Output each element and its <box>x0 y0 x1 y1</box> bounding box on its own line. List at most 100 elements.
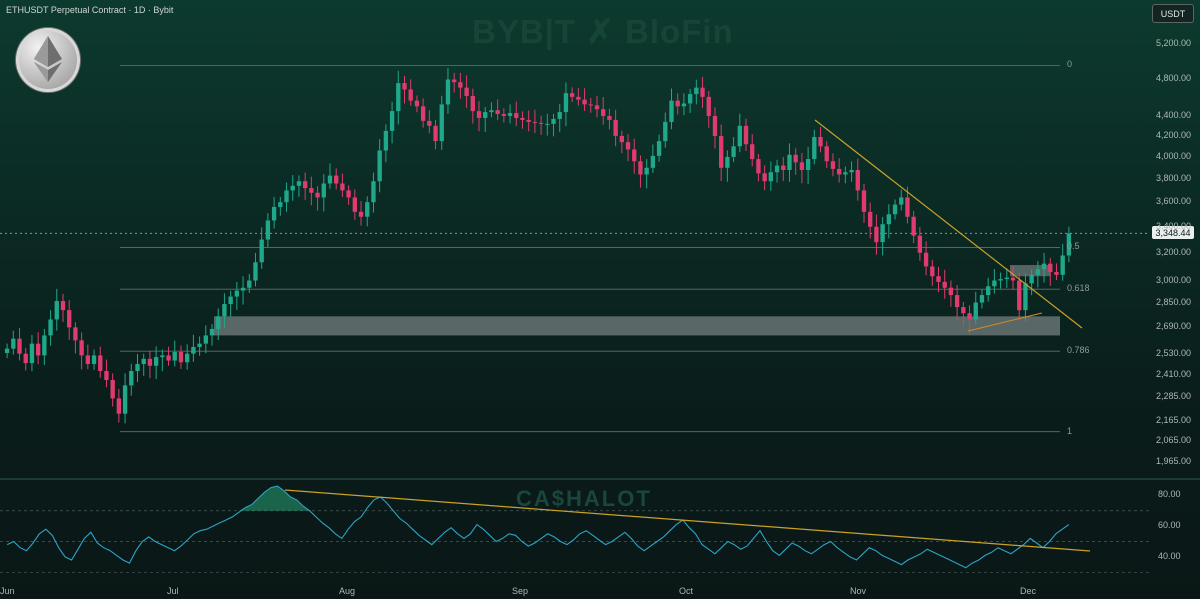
candle-body <box>930 266 935 277</box>
candle-body <box>1035 269 1041 275</box>
candle-body <box>327 175 333 184</box>
price-axis-tick: 2,285.00 <box>1156 391 1192 402</box>
candle-body <box>743 125 749 145</box>
price-axis-tick: 4,800.00 <box>1156 72 1192 83</box>
candle-body <box>445 79 451 105</box>
candle-body <box>414 100 420 107</box>
candle-body <box>79 340 84 356</box>
candle-body <box>979 295 985 303</box>
candle-body <box>650 155 656 168</box>
month-axis-label: Jun <box>0 586 15 596</box>
candle-body <box>284 190 289 203</box>
candle-body <box>936 276 941 282</box>
candle-body <box>644 167 649 175</box>
candle-body <box>532 121 538 123</box>
currency-unit-button[interactable]: USDT <box>1152 4 1194 23</box>
candle-body <box>1060 255 1065 275</box>
candle-body <box>259 239 264 263</box>
candle-body <box>209 328 215 336</box>
candle-body <box>849 170 854 173</box>
candle-body <box>160 355 165 358</box>
candle-body <box>638 161 643 175</box>
candle-body <box>998 279 1003 281</box>
candle-body <box>917 235 923 253</box>
price-axis-tick: 3,200.00 <box>1156 246 1192 257</box>
candle-body <box>265 220 271 240</box>
candle-body <box>321 183 326 198</box>
candle-body <box>271 206 277 221</box>
candle-body <box>489 110 494 113</box>
candle-body <box>458 82 463 88</box>
month-axis-label: Sep <box>512 586 529 596</box>
month-axis-label: Dec <box>1020 586 1037 596</box>
candle-body <box>4 348 10 353</box>
candle-body <box>309 188 314 193</box>
candle-body <box>433 125 438 142</box>
candle-body <box>818 136 823 147</box>
candle-body <box>1066 233 1072 256</box>
price-axis-tick: 3,800.00 <box>1156 172 1192 183</box>
price-axis-tick: 3,400.00 <box>1156 220 1192 231</box>
candle-body <box>507 113 513 116</box>
candle-body <box>483 112 488 118</box>
candle-body <box>1054 272 1059 275</box>
candle-body <box>371 181 376 203</box>
candle-body <box>234 290 240 297</box>
candle-body <box>191 346 196 354</box>
candle-body <box>700 87 705 97</box>
rsi-overbought-fill <box>238 486 329 511</box>
price-axis-tick: 4,200.00 <box>1156 129 1192 140</box>
candle-body <box>719 135 724 168</box>
candle-body <box>948 287 954 296</box>
candle-body <box>762 173 767 182</box>
candle-body <box>352 197 357 212</box>
candle-body <box>824 146 829 162</box>
candle-body <box>750 144 755 160</box>
candle-body <box>470 95 475 112</box>
candle-body <box>712 115 718 136</box>
candle-body <box>85 355 90 365</box>
author-watermark: CA$HALOT <box>516 486 652 511</box>
support-zone <box>214 316 1060 336</box>
candle-body <box>725 156 730 168</box>
candle-body <box>104 371 109 380</box>
candle-body <box>588 104 593 106</box>
candle-body <box>166 355 171 361</box>
candle-body <box>501 114 507 116</box>
candle-body <box>135 364 140 372</box>
price-axis-tick: 2,850.00 <box>1156 296 1192 307</box>
price-axis-tick: 2,065.00 <box>1156 434 1192 445</box>
candle-body <box>687 94 693 104</box>
candle-body <box>625 142 631 150</box>
candle-body <box>967 313 972 320</box>
candle-body <box>228 296 233 305</box>
rsi-axis-tick: 40.00 <box>1158 550 1181 561</box>
price-axis-tick: 3,600.00 <box>1156 196 1192 207</box>
candle-body <box>514 113 519 118</box>
candle-body <box>60 301 66 311</box>
fib-level-label: 0.5 <box>1067 241 1080 252</box>
candle-body <box>669 100 674 122</box>
candle-body <box>812 136 817 160</box>
price-axis-tick: 2,530.00 <box>1156 347 1192 358</box>
candle-body <box>892 204 898 215</box>
candle-body <box>1041 263 1047 270</box>
candle-body <box>576 96 581 100</box>
candle-body <box>197 343 202 347</box>
candle-body <box>222 304 227 317</box>
candle-body <box>402 83 407 90</box>
candle-body <box>520 117 525 120</box>
rsi-trendline <box>284 489 1091 552</box>
candle-body <box>793 154 798 163</box>
candle-body <box>11 338 16 349</box>
candle-body <box>247 280 252 288</box>
candle-body <box>48 319 53 336</box>
month-axis-label: Aug <box>339 586 356 596</box>
candle-body <box>632 149 637 162</box>
candle-body <box>129 371 134 386</box>
candle-body <box>54 301 59 320</box>
fib-level-label: 0 <box>1067 59 1073 70</box>
candle-body <box>377 150 382 182</box>
current-price-label: 3,348.44 <box>1152 226 1194 240</box>
